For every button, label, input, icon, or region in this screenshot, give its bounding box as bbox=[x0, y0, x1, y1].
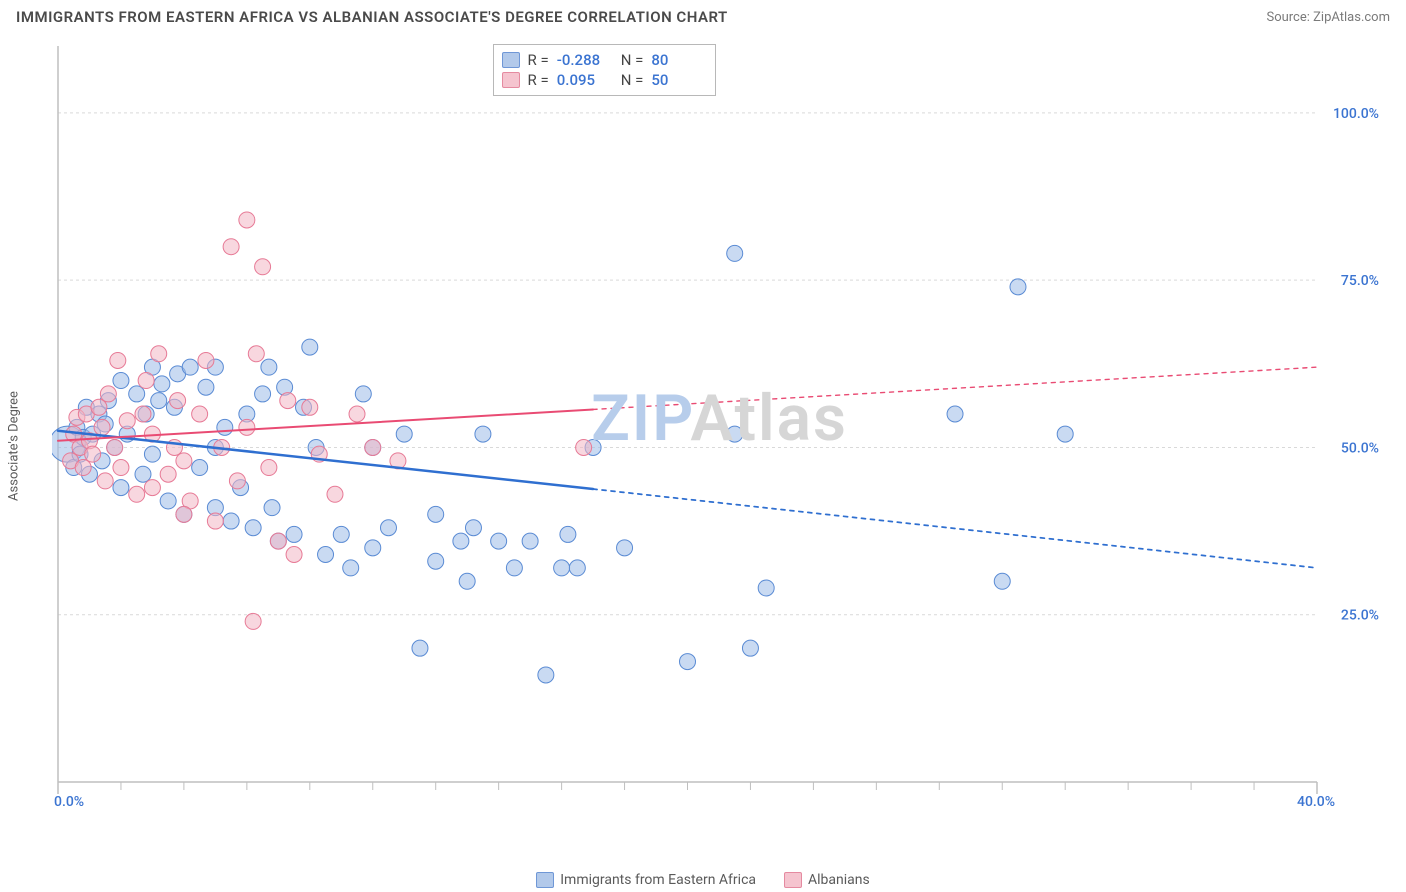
source-name: ZipAtlas.com bbox=[1313, 10, 1390, 25]
plot-svg: 25.0% 50.0% 75.0% 100.0% bbox=[52, 40, 1387, 812]
source-prefix: Source: bbox=[1266, 10, 1313, 25]
svg-text:75.0%: 75.0% bbox=[1341, 273, 1379, 289]
svg-text:25.0%: 25.0% bbox=[1341, 608, 1379, 624]
legend-stat-row: R = -0.288 N = 80 bbox=[502, 51, 708, 69]
legend-stat-row: R = 0.095 N = 50 bbox=[502, 71, 708, 89]
n-label: N = bbox=[621, 71, 644, 89]
svg-text:50.0%: 50.0% bbox=[1341, 440, 1379, 456]
chart-source: Source: ZipAtlas.com bbox=[1266, 10, 1390, 25]
r-label: R = bbox=[528, 51, 549, 69]
n-label: N = bbox=[621, 51, 644, 69]
svg-text:100.0%: 100.0% bbox=[1333, 106, 1379, 122]
legend-swatch-icon bbox=[502, 52, 520, 68]
n-value: 50 bbox=[651, 71, 707, 89]
n-value: 80 bbox=[651, 51, 707, 69]
chart-title: IMMIGRANTS FROM EASTERN AFRICA VS ALBANI… bbox=[16, 8, 728, 26]
legend-swatch-icon bbox=[536, 872, 554, 888]
legend-swatch-icon bbox=[502, 72, 520, 88]
legend-item: Albanians bbox=[784, 872, 870, 888]
legend-swatch-icon bbox=[784, 872, 802, 888]
chart-header: IMMIGRANTS FROM EASTERN AFRICA VS ALBANI… bbox=[0, 0, 1406, 34]
correlation-legend: R = -0.288 N = 80 R = 0.095 N = 50 bbox=[493, 44, 717, 96]
legend-label: Albanians bbox=[808, 872, 870, 888]
x-axis-min-label: 0.0% bbox=[54, 794, 84, 810]
legend-item: Immigrants from Eastern Africa bbox=[536, 872, 756, 888]
r-label: R = bbox=[528, 71, 549, 89]
series-legend: Immigrants from Eastern Africa Albanians bbox=[0, 872, 1406, 888]
r-value: 0.095 bbox=[557, 71, 613, 89]
legend-label: Immigrants from Eastern Africa bbox=[560, 872, 756, 888]
y-axis-label: Associate's Degree bbox=[7, 391, 22, 501]
x-axis-max-label: 40.0% bbox=[1297, 794, 1335, 810]
scatter-plot: 25.0%50.0%75.0%100.0% ZIPAtlas R =-0.288… bbox=[52, 40, 1387, 812]
r-value: -0.288 bbox=[557, 51, 613, 69]
